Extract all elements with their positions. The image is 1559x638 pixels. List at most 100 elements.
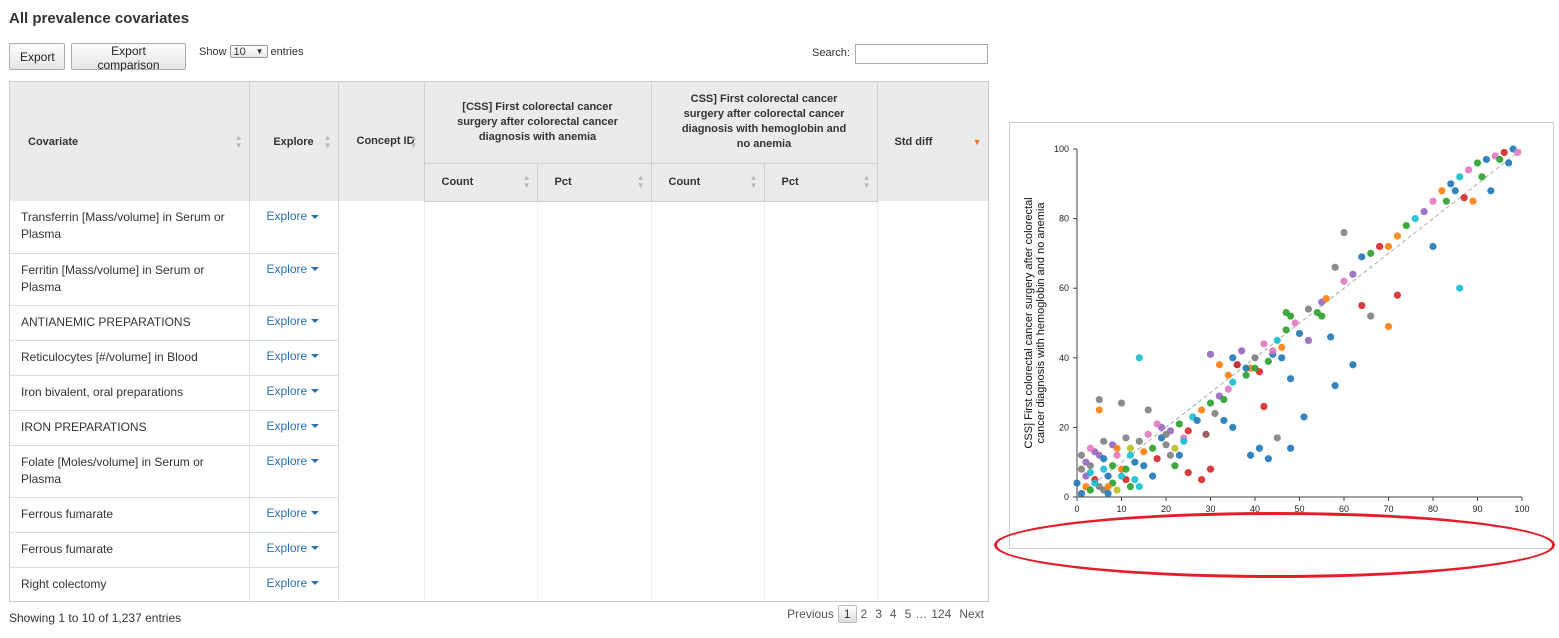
scatter-point <box>1113 486 1121 494</box>
target-pct-cell <box>537 340 652 375</box>
explore-cell: Explore <box>249 445 339 498</box>
scatter-point <box>1126 444 1134 452</box>
export-comparison-button[interactable]: Export comparison <box>71 43 186 72</box>
dropdown-triangle-icon: ▼ <box>255 47 264 56</box>
explore-dropdown[interactable]: Explore <box>267 262 320 276</box>
x-tick-label: 40 <box>1250 504 1260 514</box>
pagination-page-3[interactable]: 3 <box>875 607 882 621</box>
comparator-pct-cell <box>764 497 878 532</box>
caret-down-icon <box>311 581 320 586</box>
target-count-cell <box>424 305 538 340</box>
covariate-cell: Reticulocytes [#/volume] in Blood <box>10 340 250 376</box>
explore-cell: Explore <box>249 375 339 411</box>
covariate-cell: Folate [Moles/volume] in Serum or Plasma <box>10 445 250 498</box>
scatter-plot: 0 10 20 30 40 50 60 70 80 90 100 0 20 40 60 80 100 CSS] F… <box>1023 144 1530 514</box>
pagination-page-2[interactable]: 2 <box>860 607 868 621</box>
scatter-point <box>1473 159 1482 167</box>
scatter-point <box>1340 228 1348 237</box>
explore-dropdown[interactable]: Explore <box>267 209 320 223</box>
scatter-point <box>1095 406 1103 414</box>
pagination-previous[interactable]: Previous <box>787 607 834 621</box>
explore-dropdown[interactable]: Explore <box>267 384 320 398</box>
std-diff-cell <box>877 375 988 410</box>
pagination-page-last[interactable]: 124 <box>931 607 952 621</box>
pagination-page-5[interactable]: 5 <box>904 607 912 621</box>
scatter-point <box>1100 437 1108 445</box>
page-length-select[interactable]: 10 ▼ <box>229 45 268 58</box>
explore-dropdown[interactable]: Explore <box>267 454 320 468</box>
header-concept-id[interactable]: Concept ID ▲ ▼ <box>338 82 425 201</box>
std-diff-cell <box>877 201 988 253</box>
scatter-point <box>1438 187 1446 195</box>
header-comparator-count[interactable]: Count ▲ ▼ <box>651 162 765 202</box>
scatter-point <box>1465 166 1473 174</box>
scatter-point <box>1104 482 1112 491</box>
explore-cell: Explore <box>249 305 339 341</box>
concept-id-cell <box>338 340 425 375</box>
scatter-point <box>1505 159 1513 167</box>
comparator-count-cell <box>651 305 765 340</box>
explore-dropdown[interactable]: Explore <box>267 314 320 328</box>
std-diff-cell <box>877 532 988 567</box>
x-tick-label: 10 <box>1116 504 1126 514</box>
header-comparator-pct[interactable]: Pct ▲ ▼ <box>764 162 878 202</box>
scatter-point <box>1171 444 1179 452</box>
scatter-point <box>1117 399 1126 407</box>
explore-dropdown[interactable]: Explore <box>267 419 320 433</box>
pagination-next[interactable]: Next <box>959 607 984 621</box>
explore-dropdown[interactable]: Explore <box>267 541 320 555</box>
header-covariate[interactable]: Covariate ▲ ▼ <box>10 82 250 201</box>
scatter-point <box>1100 455 1108 463</box>
entries-label: entries <box>270 45 304 58</box>
target-pct-cell <box>537 410 652 445</box>
comparator-pct-cell <box>764 445 878 497</box>
scatter-point <box>1260 402 1268 411</box>
y-axis-label-line: cancer diagnosis with hemoglobin and no … <box>1035 202 1047 444</box>
std-diff-cell <box>877 445 988 497</box>
std-diff-cell <box>877 340 988 375</box>
scatter-point <box>1487 187 1495 195</box>
std-diff-cell <box>877 253 988 305</box>
header-target-count[interactable]: Count ▲ ▼ <box>424 162 538 202</box>
scatter-point <box>1340 277 1348 285</box>
explore-cell: Explore <box>249 497 339 533</box>
scatter-point <box>1273 434 1281 442</box>
target-pct-cell <box>537 497 652 532</box>
target-pct-cell <box>537 201 652 253</box>
explore-dropdown[interactable]: Explore <box>267 349 320 363</box>
scatter-point <box>1300 413 1308 421</box>
y-tick-label: 20 <box>1059 422 1069 432</box>
export-button[interactable]: Export <box>9 43 65 70</box>
covariate-cell: ANTIANEMIC PREPARATIONS <box>10 305 250 341</box>
header-std-diff[interactable]: Std diff ▼ <box>877 82 988 201</box>
covariate-cell: Ferrous fumarate <box>10 497 250 533</box>
covariate-cell: IRON PREPARATIONS <box>10 410 250 446</box>
pagination-page-1[interactable]: 1 <box>837 605 857 623</box>
explore-dropdown[interactable]: Explore <box>267 506 320 520</box>
scatter-point <box>1198 476 1206 484</box>
scatter-point <box>1198 406 1206 414</box>
search-label: Search: <box>812 47 850 59</box>
scatter-point <box>1175 451 1183 459</box>
scatter-point <box>1478 173 1486 181</box>
comparator-pct-cell <box>764 375 878 410</box>
scatter-point <box>1384 322 1393 331</box>
concept-id-cell <box>338 305 425 340</box>
explore-dropdown[interactable]: Explore <box>267 576 320 590</box>
comparator-pct-cell <box>764 305 878 340</box>
scatter-point <box>1318 312 1326 320</box>
y-tick-label: 80 <box>1059 214 1069 224</box>
header-explore[interactable]: Explore ▲ ▼ <box>249 82 339 201</box>
comparator-pct-cell <box>764 410 878 445</box>
scatter-point <box>1278 354 1286 362</box>
caret-down-icon <box>311 546 320 551</box>
pagination-page-4[interactable]: 4 <box>889 607 897 621</box>
table-row: IRON PREPARATIONS Explore <box>10 410 988 446</box>
covariate-cell: Iron bivalent, oral preparations <box>10 375 250 411</box>
search-input[interactable] <box>855 44 988 64</box>
scatter-point <box>1184 427 1192 435</box>
scatter-point <box>1304 305 1312 313</box>
header-target-pct[interactable]: Pct ▲ ▼ <box>537 162 652 202</box>
scatter-point <box>1278 343 1286 351</box>
sort-icon: ▲ ▼ <box>862 173 871 190</box>
